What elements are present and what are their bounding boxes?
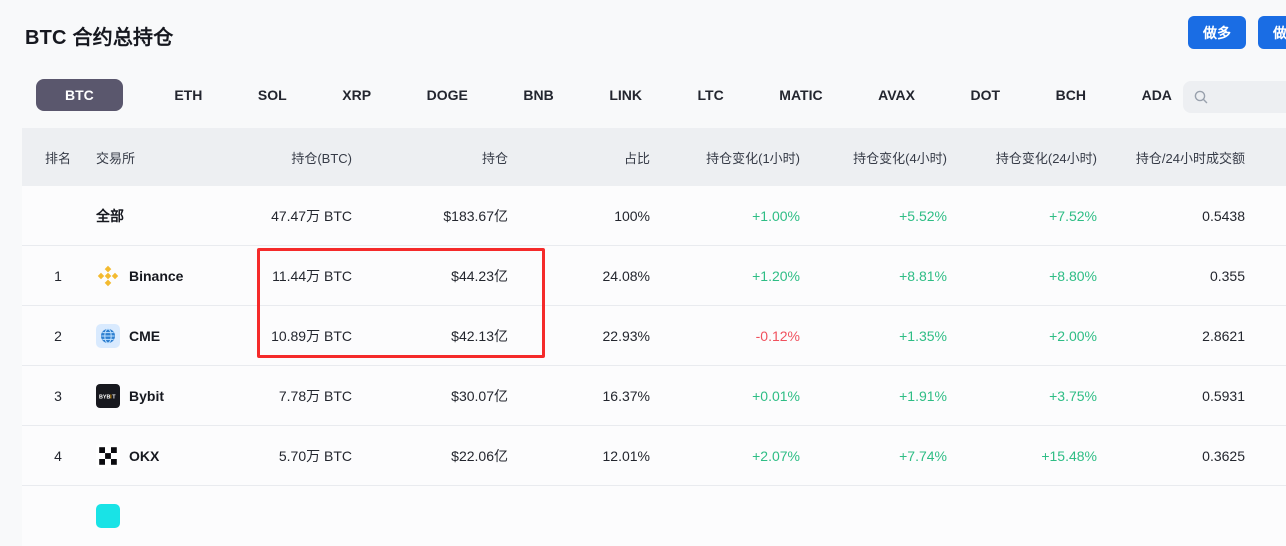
search-icon xyxy=(1193,89,1209,105)
oi-vol-ratio-cell: 0.5931 xyxy=(1202,387,1245,404)
oi-usd-cell: $30.07亿 xyxy=(451,387,508,404)
cyan-exchange-icon xyxy=(96,504,120,528)
share-cell: 100% xyxy=(614,207,650,224)
col-header-exchange: 交易所 xyxy=(96,150,136,166)
change-1h-cell: +2.07% xyxy=(752,447,800,464)
change-4h-cell: +8.81% xyxy=(899,267,947,284)
search-input[interactable] xyxy=(1215,89,1286,105)
open-interest-table: 排名 交易所 持仓(BTC) 持仓 占比 持仓变化(1小时) 持仓变化(4小时)… xyxy=(22,128,1286,546)
binance-icon xyxy=(96,264,120,288)
tab-dot[interactable]: DOT xyxy=(970,87,1001,103)
coin-tabs: BTC ETH SOL XRP DOGE BNB LINK LTC MATIC … xyxy=(36,78,1176,112)
page-header: BTC 合约总持仓 xyxy=(25,18,173,52)
exchange-cell: OKX xyxy=(90,443,208,468)
long-button[interactable]: 做多 xyxy=(1188,16,1246,49)
short-button[interactable]: 做空 xyxy=(1258,16,1286,49)
change-4h-cell: +1.35% xyxy=(899,327,947,344)
col-header-change-4h: 持仓变化(4小时) xyxy=(853,150,947,166)
table-row-bybit[interactable]: 3 BYB I T Bybit 7.78万 BTC $30.07亿 16.37%… xyxy=(22,366,1286,426)
oi-usd-cell: $42.13亿 xyxy=(451,327,508,344)
tab-matic[interactable]: MATIC xyxy=(779,87,823,103)
oi-vol-ratio-cell: 0.355 xyxy=(1209,267,1245,284)
cme-icon xyxy=(96,323,120,348)
rank-cell: 4 xyxy=(54,447,62,464)
exchange-cell: 全部 xyxy=(90,206,208,226)
svg-text:T: T xyxy=(112,394,116,400)
table-row-all[interactable]: 全部 47.47万 BTC $183.67亿 100% +1.00% +5.52… xyxy=(22,186,1286,246)
share-cell: 24.08% xyxy=(602,267,650,284)
exchange-name: CME xyxy=(129,327,161,344)
change-24h-cell: +8.80% xyxy=(1049,267,1097,284)
table-row-partial[interactable] xyxy=(22,486,1286,546)
tab-xrp[interactable]: XRP xyxy=(342,87,372,103)
rank-cell: 3 xyxy=(54,387,62,404)
change-4h-cell: +5.52% xyxy=(899,207,947,224)
header-actions: 做多 做空 xyxy=(1188,16,1286,49)
rank-cell: 2 xyxy=(54,327,62,344)
change-1h-cell: -0.12% xyxy=(755,327,800,344)
table-row-cme[interactable]: 2 CME 10.89万 BTC $42.13亿 22.93% -0.12% +… xyxy=(22,306,1286,366)
tab-link[interactable]: LINK xyxy=(609,87,642,103)
change-24h-cell: +3.75% xyxy=(1049,387,1097,404)
share-cell: 12.01% xyxy=(602,447,650,464)
exchange-name: Bybit xyxy=(129,387,164,404)
oi-usd-cell: $44.23亿 xyxy=(451,267,508,284)
change-1h-cell: +1.00% xyxy=(752,207,800,224)
change-1h-cell: +1.20% xyxy=(752,267,800,284)
col-header-oi-vol-ratio: 持仓/24小时成交额 xyxy=(1135,150,1245,166)
exchange-name: OKX xyxy=(129,447,160,464)
okx-icon xyxy=(96,443,120,468)
exchange-name: Binance xyxy=(129,267,184,284)
exchange-cell: Binance xyxy=(90,264,208,288)
table-row-binance[interactable]: 1 Binance 11.44万 BTC $44.23亿 24.08% +1.2… xyxy=(22,246,1286,306)
oi-usd-cell: $22.06亿 xyxy=(451,447,508,464)
tab-eth[interactable]: ETH xyxy=(174,87,203,103)
exchange-cell: CME xyxy=(90,323,208,348)
oi-btc-cell: 47.47万 BTC xyxy=(271,207,352,224)
exchange-cell: BYB I T Bybit xyxy=(90,383,208,408)
oi-vol-ratio-cell: 0.5438 xyxy=(1202,207,1245,224)
exchange-cell xyxy=(90,504,208,528)
change-24h-cell: +2.00% xyxy=(1049,327,1097,344)
exchange-name: 全部 xyxy=(96,207,124,224)
rank-cell: 1 xyxy=(54,267,62,284)
search-box[interactable] xyxy=(1183,81,1286,113)
tab-ltc[interactable]: LTC xyxy=(697,87,724,103)
oi-vol-ratio-cell: 2.8621 xyxy=(1202,327,1245,344)
tab-sol[interactable]: SOL xyxy=(257,87,287,103)
change-24h-cell: +7.52% xyxy=(1049,207,1097,224)
svg-text:BYB: BYB xyxy=(99,394,110,400)
oi-btc-cell: 10.89万 BTC xyxy=(271,327,352,344)
bybit-icon: BYB I T xyxy=(96,383,120,408)
oi-btc-cell: 7.78万 BTC xyxy=(278,387,352,404)
tab-avax[interactable]: AVAX xyxy=(878,87,915,103)
svg-text:I: I xyxy=(110,394,112,400)
share-cell: 22.93% xyxy=(602,327,650,344)
oi-btc-cell: 5.70万 BTC xyxy=(278,447,352,464)
tab-bnb[interactable]: BNB xyxy=(523,87,554,103)
col-header-rank: 排名 xyxy=(44,150,71,166)
tab-btc[interactable]: BTC xyxy=(36,79,123,111)
page-title: BTC 合约总持仓 xyxy=(25,26,174,49)
table-header-row: 排名 交易所 持仓(BTC) 持仓 占比 持仓变化(1小时) 持仓变化(4小时)… xyxy=(22,128,1286,186)
change-24h-cell: +15.48% xyxy=(1041,447,1097,464)
tab-doge[interactable]: DOGE xyxy=(426,87,468,103)
col-header-oi-btc: 持仓(BTC) xyxy=(291,150,352,166)
share-cell: 16.37% xyxy=(602,387,650,404)
col-header-change-1h: 持仓变化(1小时) xyxy=(706,150,800,166)
change-4h-cell: +1.91% xyxy=(899,387,947,404)
col-header-oi-usd: 持仓 xyxy=(481,150,508,166)
tab-bch[interactable]: BCH xyxy=(1055,87,1087,103)
table-row-okx[interactable]: 4 OKX 5.70万 BTC $22.06亿 12.01% +2.07% xyxy=(22,426,1286,486)
oi-usd-cell: $183.67亿 xyxy=(443,207,508,224)
oi-btc-cell: 11.44万 BTC xyxy=(272,267,352,284)
tab-ada[interactable]: ADA xyxy=(1141,87,1172,103)
col-header-share: 占比 xyxy=(623,150,650,166)
change-1h-cell: +0.01% xyxy=(752,387,800,404)
col-header-change-24h: 持仓变化(24小时) xyxy=(995,150,1097,166)
change-4h-cell: +7.74% xyxy=(899,447,947,464)
oi-vol-ratio-cell: 0.3625 xyxy=(1202,447,1245,464)
